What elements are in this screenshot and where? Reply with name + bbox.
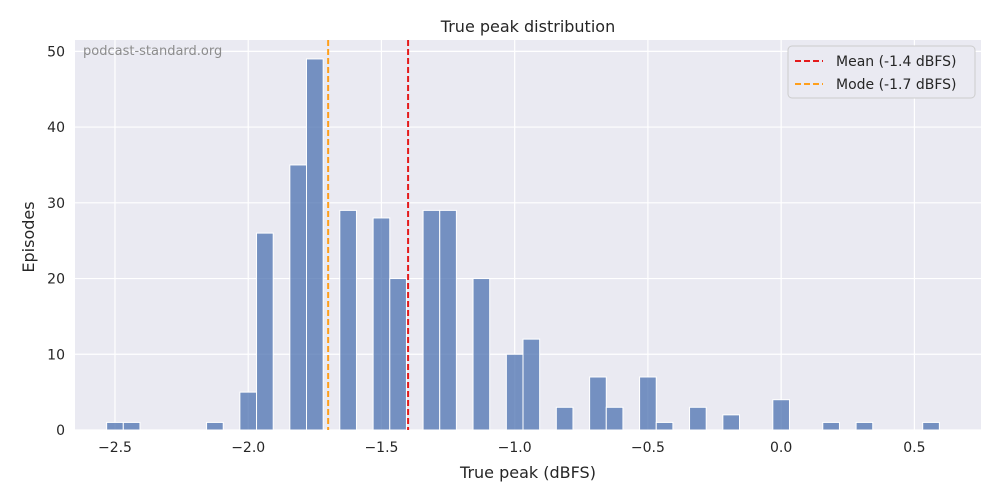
y-tick-label: 20 (47, 272, 65, 288)
histogram-bar (822, 421, 840, 431)
y-tick-labels: 0 10 20 30 40 50 (47, 44, 65, 439)
histogram-bar (522, 338, 541, 431)
histogram-bar (589, 376, 607, 431)
histogram-bar (439, 209, 457, 431)
reference-lines (327, 40, 410, 430)
histogram-bar (472, 278, 491, 431)
y-tick-label: 30 (47, 196, 65, 212)
x-tick-labels: −2.5 −2.0 −1.5 −1.0 −0.5 0.0 0.5 (98, 440, 926, 456)
histogram-bar (555, 406, 574, 431)
y-tick-label: 10 (47, 347, 65, 363)
histogram-bar (389, 278, 407, 431)
histogram-bar (605, 406, 624, 431)
y-tick-label: 0 (56, 423, 65, 439)
x-tick-label: −2.0 (231, 440, 265, 456)
legend-box (787, 45, 976, 99)
histogram-bar (722, 414, 741, 431)
histogram-bar (639, 376, 657, 431)
legend-mode-label: Mode (-1.7 dBFS) (836, 77, 956, 93)
histogram-bar (106, 421, 124, 431)
histogram-bar (239, 391, 258, 431)
histogram-bar (772, 399, 790, 431)
legend: Mean (-1.4 dBFS) Mode (-1.7 dBFS) (787, 45, 976, 99)
x-tick-label: −2.5 (98, 440, 132, 456)
histogram-bar (289, 164, 307, 431)
x-tick-label: −1.0 (498, 440, 532, 456)
histogram-bar (339, 209, 357, 431)
histogram-bar (922, 421, 940, 431)
legend-mean-label: Mean (-1.4 dBFS) (836, 54, 956, 70)
histogram-bar (122, 421, 141, 431)
x-tick-label: −1.5 (364, 440, 398, 456)
histogram-bar (855, 421, 874, 431)
x-tick-label: −0.5 (631, 440, 665, 456)
watermark: podcast-standard.org (83, 44, 222, 59)
histogram-bar (505, 353, 524, 431)
histogram-bar (206, 421, 224, 431)
x-axis-label: True peak (dBFS) (459, 463, 596, 482)
histogram-bar (422, 209, 441, 431)
histogram-bar (372, 217, 391, 431)
chart-title: True peak distribution (440, 17, 615, 36)
histogram-bar (689, 406, 707, 431)
y-tick-label: 50 (47, 44, 65, 60)
histogram-bar (305, 58, 324, 431)
histogram-bar (655, 421, 674, 431)
x-tick-label: 0.0 (770, 440, 792, 456)
y-tick-label: 40 (47, 120, 65, 136)
histogram-bar (256, 232, 274, 431)
x-tick-label: 0.5 (903, 440, 925, 456)
histogram-bars (106, 58, 940, 431)
y-axis-label: Episodes (19, 201, 38, 272)
